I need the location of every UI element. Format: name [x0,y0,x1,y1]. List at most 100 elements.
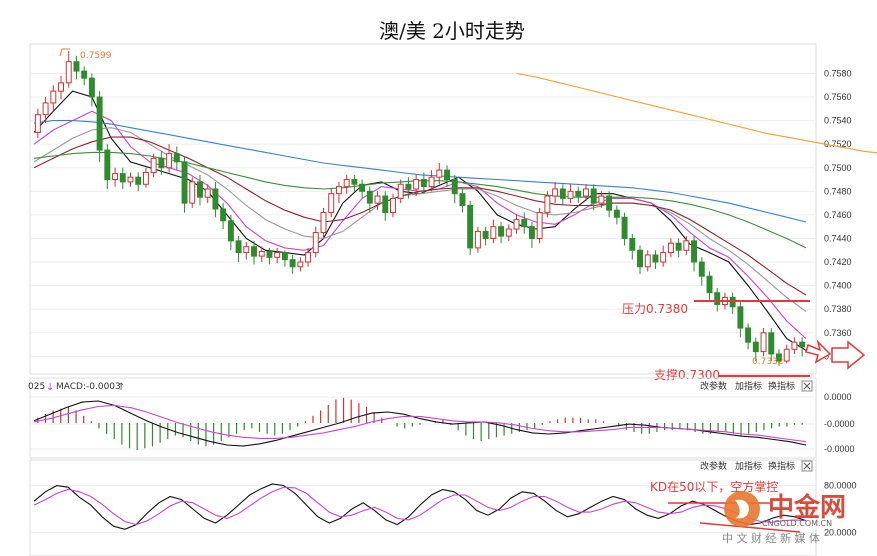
candle [197,174,203,206]
candle-body [436,169,443,178]
kd-close-icon[interactable] [801,460,813,472]
candle-body [297,261,304,268]
candle [637,245,643,274]
candle-body [158,157,165,169]
macd-panel: 025 ↓ MACD:-0.0003 ↑ 改参数 加指标 换指标 0.0000 -… [28,377,855,459]
candle-body [382,195,389,214]
candle [312,226,319,258]
candle-body [104,149,111,181]
candle-body [181,161,188,204]
candle [776,349,782,366]
candle-body [737,306,744,329]
candle-body [135,176,142,185]
ma-line-5 [33,151,807,249]
candle [629,233,636,260]
candle-body [691,240,698,263]
price-y-axis: 0.7580 0.7560 0.7540 0.7520 0.7500 0.7480 0.74… [824,68,852,361]
kd-switch-indicator-button[interactable]: 换指标 [768,460,795,472]
candle [559,184,566,206]
candle-body [575,190,582,197]
candle-body [212,188,219,210]
macd-value: MACD:-0.0003 [56,382,121,392]
candle-body [413,179,420,190]
candle [328,188,335,218]
kd-y-tick-1: 20.0000 [824,527,857,537]
candle-body [752,341,759,353]
candle-body [65,61,72,84]
candle-body [328,193,335,214]
candle [351,174,358,192]
kd-annotation-pointer [699,522,801,533]
candle-body [467,204,474,249]
candle-body [366,190,373,204]
candle-body [745,327,752,343]
arrow-right-icon [831,340,866,370]
candlestick-series [34,51,806,366]
candle-body [266,250,273,258]
kd-annotation: KD在50以下，空方掌控 [650,479,778,494]
ma-line-4 [33,136,807,296]
candle [544,191,551,218]
candle [335,181,342,204]
candle-body [428,176,435,188]
candle-body [791,341,798,350]
candle [660,245,667,267]
candle [598,191,605,208]
macd-add-indicator-button[interactable]: 加指标 [735,380,762,392]
candle-body [760,332,767,353]
candle-body [528,226,535,239]
candle-body [451,179,458,195]
candle-body [220,208,227,222]
candle-body [629,237,636,251]
candle [513,214,520,234]
candle [521,212,528,234]
macd-y-tick-2: -0.0000 [824,444,855,454]
candle-body [390,197,396,214]
candle [706,271,713,300]
candle [366,186,373,213]
candle-body [474,230,481,249]
candle [760,328,767,357]
price-gridlines [30,72,816,357]
candle-body [335,186,342,195]
macd-switch-indicator-button[interactable]: 换指标 [768,380,795,392]
candle [181,155,188,213]
watermark: 中金网 CNGOLD.COM.CN 中 文 财 经 新 媒 体 [722,491,846,545]
macd-close-icon[interactable] [801,380,813,392]
candle [297,257,304,272]
kd-k-line [33,483,807,530]
candle [737,302,744,338]
kd-change-params-button[interactable]: 改参数 [700,460,727,472]
candle-body [81,70,88,79]
candle-body [683,240,690,251]
candle [428,170,435,192]
kd-add-indicator-button[interactable]: 加指标 [735,460,762,472]
macd-dea-line [33,404,807,443]
candle-body [590,188,597,204]
candle-body [142,171,149,185]
candle [799,337,806,357]
candle [382,191,389,221]
candle [467,200,474,255]
price-y-tick-5: 0.7480 [824,186,852,196]
candle [274,247,281,264]
candle-body [644,254,651,268]
price-y-tick-9: 0.7400 [824,281,852,291]
watermark-tagline: 中 文 财 经 新 媒 体 [722,531,820,545]
candle [652,250,659,270]
candle-body [50,90,57,104]
candle-body [227,220,234,242]
candle-body [613,209,620,218]
price-y-tick-4: 0.7500 [824,163,852,173]
candle-body [405,183,412,190]
arrow-icon [805,339,832,364]
candle [127,172,134,187]
price-y-tick-8: 0.7420 [824,257,852,267]
macd-change-params-button[interactable]: 改参数 [700,380,727,392]
ma-line-6 [33,120,807,223]
candle [251,240,257,265]
price-y-tick-0: 0.7580 [824,68,852,78]
candle-body [96,96,103,151]
candle-body [58,82,64,92]
candle-body [343,179,350,188]
